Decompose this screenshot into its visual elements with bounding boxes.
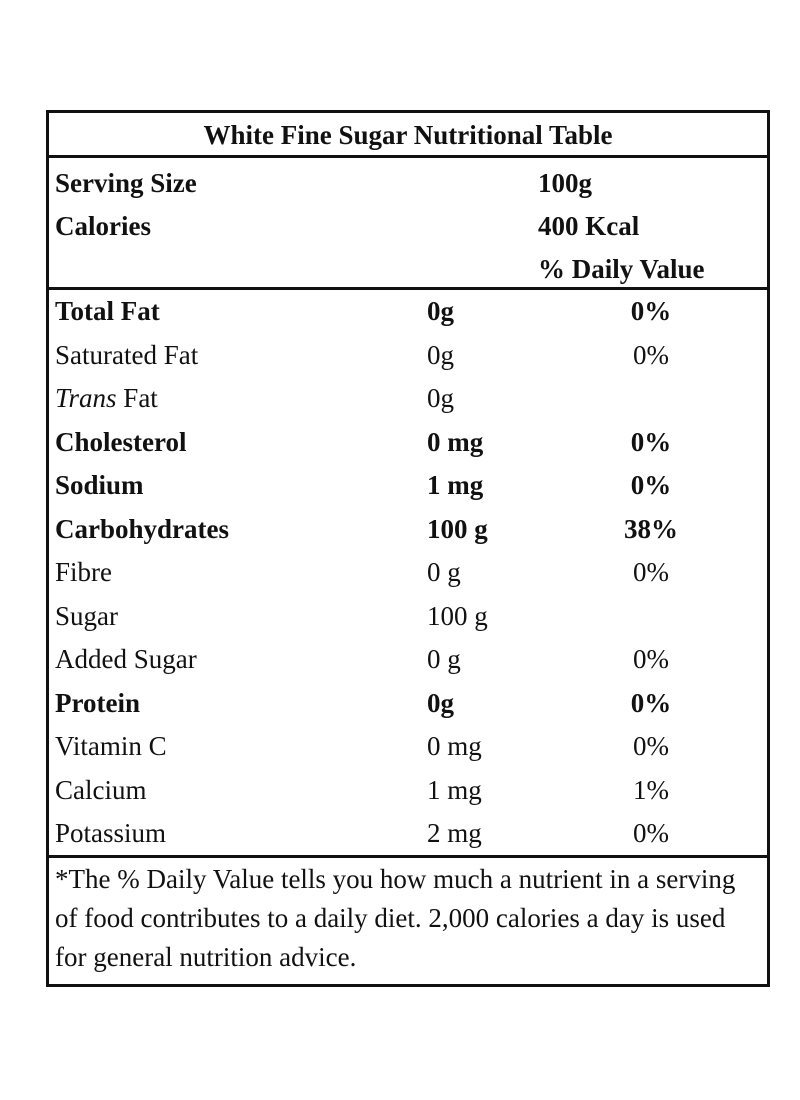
nutrient-name-text: Vitamin C	[55, 731, 167, 761]
nutrient-amount: 0g	[427, 296, 454, 326]
nutrient-amount: 100 g	[427, 513, 488, 544]
nutrient-name-text: Sodium	[55, 470, 144, 500]
nutrient-daily-value: 0%	[633, 818, 669, 848]
nutrient-amount: 1 mg	[427, 774, 482, 805]
nutrient-amount: 0g	[427, 383, 454, 413]
calories-label: Calories	[55, 211, 151, 241]
nutrient-amount: 0 mg	[427, 426, 484, 457]
nutrient-name-text: Protein	[55, 687, 140, 718]
nutrient-name: Cholesterol	[55, 421, 186, 465]
nutrient-name-text: Fibre	[55, 557, 112, 587]
calories-row: Calories 400 Kcal	[55, 205, 767, 248]
nutrient-daily-value: 0%	[633, 731, 669, 761]
nutrient-row: Fibre 0 g 0%	[49, 551, 767, 595]
nutrient-amount: 0g	[427, 687, 454, 718]
serving-size-value: 100g	[538, 168, 592, 198]
nutrient-daily-value: 0%	[630, 296, 672, 326]
nutrient-amount: 1 mg	[427, 470, 484, 500]
serving-size-row: Serving Size 100g	[55, 162, 767, 205]
nutrient-name: Sugar	[55, 595, 118, 639]
nutrient-name-italic: Trans	[55, 383, 117, 413]
nutrient-daily-value: 0%	[633, 339, 669, 370]
daily-value-header: % Daily Value	[538, 254, 705, 284]
nutrient-name: Protein	[55, 682, 140, 726]
nutrient-amount: 0 g	[427, 644, 461, 674]
nutrient-daily-value: 0%	[630, 470, 672, 500]
nutrient-daily-value: 0%	[630, 687, 672, 718]
nutrient-name: Fibre	[55, 551, 112, 595]
nutrient-daily-value: 1%	[633, 774, 669, 805]
serving-header: Serving Size 100g Calories 400 Kcal % Da…	[49, 158, 767, 290]
nutrient-row: Sodium 1 mg 0%	[49, 464, 767, 508]
nutrient-row: Vitamin C 0 mg 0%	[49, 725, 767, 769]
nutrient-daily-value: 0%	[633, 644, 669, 674]
nutrient-daily-value: 38%	[624, 513, 678, 544]
nutrient-row: Calcium 1 mg 1%	[49, 769, 767, 813]
nutrient-row: Potassium 2 mg 0%	[49, 812, 767, 856]
nutrient-name-text: Carbohydrates	[55, 513, 229, 544]
table-title: White Fine Sugar Nutritional Table	[49, 113, 767, 158]
nutrient-name-text: Cholesterol	[55, 426, 187, 457]
footnote: *The % Daily Value tells you how much a …	[55, 864, 736, 972]
nutrient-name: Saturated Fat	[55, 334, 198, 378]
nutrient-name: Calcium	[55, 769, 146, 813]
nutrient-name-text: Sugar	[55, 600, 118, 631]
nutrient-name-text: Saturated Fat	[55, 339, 199, 370]
nutrient-amount: 2 mg	[427, 818, 482, 848]
nutrient-row: Total Fat 0g 0%	[49, 290, 767, 334]
nutrient-row: Carbohydrates 100 g 38%	[49, 508, 767, 552]
nutrient-amount: 0g	[427, 339, 454, 370]
nutrient-amount: 0 mg	[427, 731, 482, 761]
nutrient-name: Trans Fat	[55, 377, 158, 421]
nutrient-row: Cholesterol 0 mg 0%	[49, 421, 767, 465]
nutrient-rows: Total Fat 0g 0% Saturated Fat 0g 0% Trans Fat 0…	[49, 290, 767, 858]
nutrient-row: Sugar 100 g	[49, 595, 767, 639]
nutrient-amount: 100 g	[427, 600, 488, 631]
nutrient-name: Potassium	[55, 812, 166, 856]
nutrient-name-text: Fat	[116, 383, 158, 413]
daily-value-header-row: % Daily Value	[55, 248, 767, 291]
nutrient-daily-value: 0%	[630, 426, 672, 457]
nutrient-row: Protein 0g 0%	[49, 682, 767, 726]
nutrient-name: Sodium	[55, 464, 144, 508]
nutrient-name-text: Calcium	[55, 774, 147, 805]
nutrient-name-text: Total Fat	[55, 296, 160, 326]
nutrient-name-text: Potassium	[55, 818, 167, 848]
nutrient-row: Added Sugar 0 g 0%	[49, 638, 767, 682]
nutrient-name: Added Sugar	[55, 638, 197, 682]
nutrient-name: Vitamin C	[55, 725, 167, 769]
nutrient-row: Trans Fat 0g	[49, 377, 767, 421]
nutrient-name: Carbohydrates	[55, 508, 229, 552]
nutrient-name-text: Added Sugar	[55, 644, 197, 674]
nutrition-table: White Fine Sugar Nutritional Table Servi…	[46, 110, 770, 987]
calories-value: 400 Kcal	[538, 211, 640, 241]
nutrient-row: Saturated Fat 0g 0%	[49, 334, 767, 378]
serving-size-label: Serving Size	[55, 168, 197, 198]
nutrient-amount: 0 g	[427, 557, 461, 587]
nutrient-daily-value: 0%	[633, 557, 669, 587]
nutrient-name: Total Fat	[55, 290, 160, 334]
